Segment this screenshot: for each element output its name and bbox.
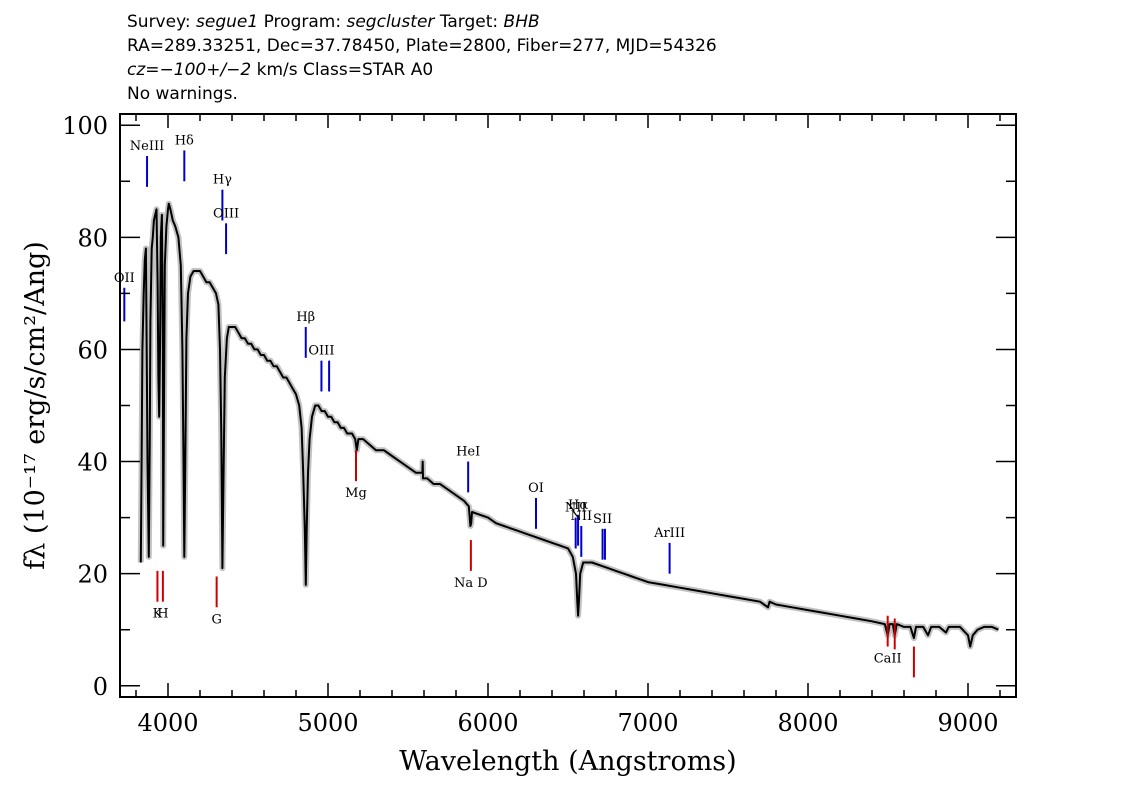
x-axis-title: Wavelength (Angstroms) — [399, 746, 736, 777]
cz-value: cz=−100+/−2 — [127, 60, 252, 80]
absorption-line-label-2: G — [211, 612, 221, 627]
emission-line-label-15: ArIII — [653, 526, 685, 541]
emission-line-label-9: OI — [528, 481, 544, 496]
emission-line-label-4: OIII — [213, 206, 239, 221]
target-value: BHB — [503, 12, 540, 32]
emission-line-label-10: NII — [565, 501, 587, 516]
cz-class: km/s Class=STAR A0 — [251, 60, 434, 80]
noise-band — [137, 200, 1000, 650]
emission-line-label-0: OII — [114, 271, 135, 286]
spectrum-header: Survey: segue1 Program: segcluster Targe… — [127, 10, 717, 106]
axis-tick-labels: 4000 5000 6000 7000 8000 9000 0 20 40 60 80 100 — [62, 112, 998, 737]
absorption-line-label-3: Mg — [345, 486, 367, 501]
y-axis-title: fλ (10⁻¹⁷ erg/s/cm²/Ang) — [20, 241, 51, 570]
header-line-coordinates: RA=289.33251, Dec=37.78450, Plate=2800, … — [127, 36, 717, 56]
x-tick-label: 5000 — [297, 709, 358, 737]
emission-line-label-3: Hγ — [213, 173, 232, 188]
y-tick-label: 20 — [77, 561, 108, 589]
survey-label: Survey: — [127, 12, 191, 32]
program-label: Program: — [263, 12, 342, 32]
target-label: Target: — [439, 12, 499, 32]
axis-ticks — [120, 114, 1016, 697]
y-tick-label: 100 — [62, 112, 108, 140]
emission-line-label-6: OIII — [308, 344, 334, 359]
spectrum-line — [139, 202, 999, 648]
y-tick-label: 0 — [93, 673, 108, 701]
absorption-line-label-0: K — [153, 607, 163, 622]
emission-line-label-8: HeI — [456, 445, 480, 460]
y-axis-title-group: fλ (10⁻¹⁷ erg/s/cm²/Ang) — [20, 241, 51, 570]
header-line-warnings: No warnings. — [127, 84, 238, 104]
program-value: segcluster — [346, 12, 435, 32]
absorption-line-label-4: Na D — [454, 576, 488, 591]
x-tick-label: 4000 — [137, 709, 198, 737]
header-line-redshift: cz=−100+/−2 km/s Class=STAR A0 — [127, 58, 717, 82]
y-tick-label: 80 — [77, 224, 108, 252]
x-tick-label: 8000 — [777, 709, 838, 737]
x-tick-label: 7000 — [617, 709, 678, 737]
x-tick-label: 6000 — [457, 709, 518, 737]
header-line-survey: Survey: segue1 Program: segcluster Targe… — [127, 10, 717, 34]
emission-line-label-2: Hδ — [175, 133, 194, 148]
noise-band-path — [137, 200, 1000, 650]
emission-line-label-1: NeIII — [130, 139, 164, 154]
emission-line-label-12: NII — [570, 509, 592, 524]
survey-value: segue1 — [196, 12, 259, 32]
spectrum-series — [139, 202, 999, 648]
emission-line-label-13: SII — [593, 512, 612, 527]
absorption-line-label-5: CaII — [874, 652, 902, 667]
absorption-line-label-1: H — [157, 607, 168, 622]
y-tick-label: 60 — [77, 336, 108, 364]
emission-line-label-11: Hα — [568, 498, 588, 513]
plot-frame — [119, 113, 1017, 698]
x-tick-label: 9000 — [937, 709, 998, 737]
y-tick-label: 40 — [77, 449, 108, 477]
emission-line-label-5: Hβ — [296, 310, 315, 325]
